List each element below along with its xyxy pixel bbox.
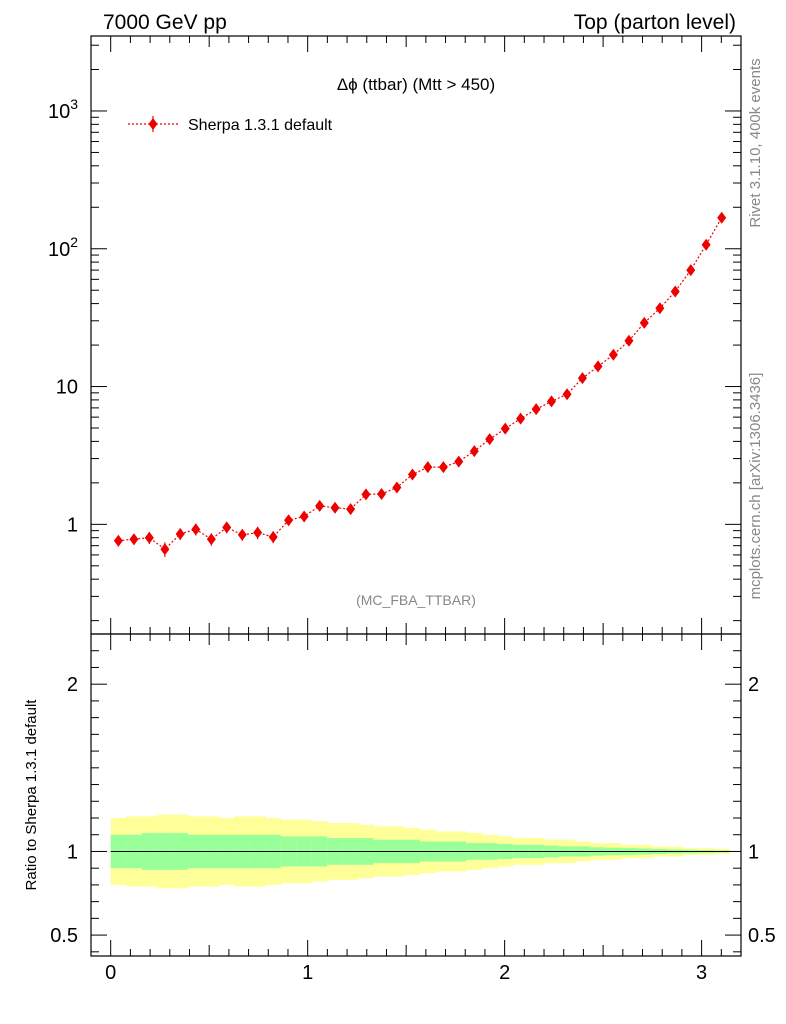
series-line: [118, 217, 723, 550]
tick-labels: 1 10 102 103 0.5 0.5 1 1 2 2 0 1 2 3: [48, 96, 776, 984]
ratio-plot-frame: [90, 633, 742, 957]
data-point: [423, 461, 433, 474]
main-y-tick-label: 10: [56, 377, 78, 399]
data-point: [639, 316, 649, 329]
main-y-tick-label: 102: [48, 234, 78, 261]
ratio-y-tick-label-left: 0.5: [50, 925, 78, 947]
main-y-tick-label: 1: [67, 514, 78, 536]
x-tick-label: 1: [302, 962, 313, 984]
data-point: [701, 238, 711, 251]
data-point: [237, 528, 247, 541]
data-point: [577, 372, 587, 385]
data-point: [562, 388, 572, 401]
data-point: [547, 395, 557, 408]
data-point: [454, 455, 464, 468]
data-point: [175, 528, 185, 541]
main-y-tick-label: 103: [48, 96, 78, 123]
data-point: [655, 302, 665, 315]
data-point: [361, 488, 371, 501]
data-point: [593, 360, 603, 373]
data-point: [407, 468, 417, 481]
legend-marker: [148, 118, 158, 130]
data-point: [438, 461, 448, 474]
data-point: [113, 534, 123, 547]
data-point: [206, 533, 216, 546]
mcplots-reference-label: mcplots.cern.ch [arXiv:1306.3436]: [747, 373, 764, 600]
data-point: [469, 445, 479, 458]
ratio-y-tick-label-right: 0.5: [748, 925, 776, 947]
rivet-version-label: Rivet 3.1.10, 400k events: [747, 58, 764, 227]
data-point: [624, 334, 634, 347]
x-tick-label: 0: [105, 962, 116, 984]
analysis-annotation: (MC_FBA_TTBAR): [356, 592, 476, 608]
header-right-label: Top (parton level): [574, 11, 736, 34]
data-point: [144, 531, 154, 544]
data-point: [516, 412, 526, 425]
data-point: [222, 521, 232, 534]
data-point: [191, 523, 201, 536]
data-point: [160, 543, 170, 556]
header-left-label: 7000 GeV pp: [103, 11, 227, 34]
ratio-y-tick-label-right: 1: [748, 841, 759, 863]
data-point: [392, 481, 402, 494]
data-point: [500, 422, 510, 435]
x-tick-label: 2: [499, 962, 510, 984]
data-point: [377, 488, 387, 501]
main-series-points: [113, 211, 727, 557]
legend-entry-label: Sherpa 1.3.1 default: [188, 117, 333, 134]
plot-frames: [90, 35, 742, 957]
axis-ticks: [90, 36, 742, 956]
data-point: [608, 348, 618, 361]
ratio-y-tick-label-left: 1: [67, 841, 78, 863]
main-series-curve: [118, 217, 723, 550]
ratio-y-tick-label-left: 2: [67, 674, 78, 696]
data-point: [253, 526, 263, 539]
data-point: [531, 403, 541, 416]
data-point: [485, 433, 495, 446]
data-point: [315, 499, 325, 512]
data-point: [330, 501, 340, 514]
data-point: [129, 533, 139, 546]
data-point: [717, 211, 727, 224]
ratio-y-tick-label-right: 2: [748, 674, 759, 696]
data-point: [268, 530, 278, 543]
data-point: [284, 514, 294, 527]
chart-title: Δϕ (ttbar) (Mtt > 450): [337, 75, 495, 94]
data-point: [686, 264, 696, 277]
x-tick-label: 3: [696, 962, 707, 984]
data-point: [346, 503, 356, 516]
ratio-y-axis-label: Ratio to Sherpa 1.3.1 default: [23, 699, 40, 891]
data-point: [299, 510, 309, 523]
legend: Sherpa 1.3.1 default: [128, 116, 333, 134]
data-point: [670, 285, 680, 298]
